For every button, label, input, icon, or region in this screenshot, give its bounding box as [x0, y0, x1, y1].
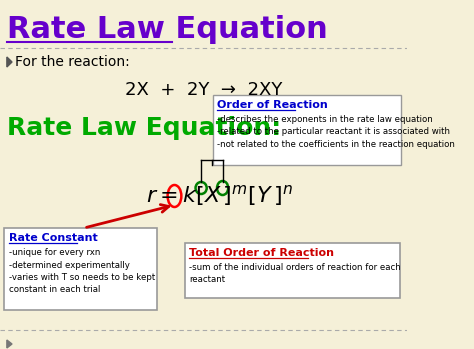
Text: Order of Reaction: Order of Reaction — [218, 100, 328, 110]
Text: Rate Constant: Rate Constant — [9, 233, 97, 243]
Text: Rate Law Equation: Rate Law Equation — [7, 15, 328, 45]
FancyBboxPatch shape — [185, 243, 400, 298]
Text: $r = k[X\,]^{m}[Y\,]^{n}$: $r = k[X\,]^{m}[Y\,]^{n}$ — [146, 183, 293, 208]
Text: 2X  +  2Y  →  2XY: 2X + 2Y → 2XY — [125, 81, 283, 99]
Text: -sum of the individual orders of reaction for each
reactant: -sum of the individual orders of reactio… — [189, 263, 401, 284]
Text: Rate Law Equation:: Rate Law Equation: — [7, 116, 281, 140]
Polygon shape — [7, 57, 12, 67]
FancyBboxPatch shape — [213, 95, 401, 165]
Text: -describes the exponents in the rate law equation
-related to the particular rea: -describes the exponents in the rate law… — [218, 115, 456, 149]
Text: Total Order of Reaction: Total Order of Reaction — [189, 248, 334, 258]
FancyBboxPatch shape — [4, 228, 157, 310]
Text: For the reaction:: For the reaction: — [16, 55, 130, 69]
Text: -unique for every rxn
-determined experimentally
-varies with T so needs to be k: -unique for every rxn -determined experi… — [9, 248, 155, 295]
Polygon shape — [7, 340, 12, 348]
FancyArrowPatch shape — [87, 205, 169, 227]
